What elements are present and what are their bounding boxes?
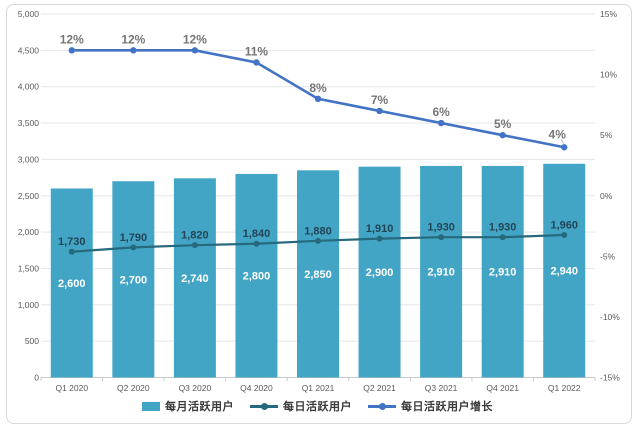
x-axis-label: Q4 2021	[486, 383, 519, 393]
left-axis-label: 3,000	[18, 154, 40, 164]
dau-label: 1,880	[304, 225, 332, 237]
growth-point	[376, 107, 383, 115]
legend-label-monthly: 每月活跃用户	[165, 401, 234, 413]
legend: 每月活跃用户 每日活跃用户 每日活跃用户增长	[0, 398, 635, 414]
bar-label: 2,600	[58, 278, 86, 290]
dau-label: 1,930	[427, 222, 455, 234]
dau-label: 1,930	[489, 222, 517, 234]
growth-label: 4%	[549, 127, 567, 141]
right-axis-label: -10%	[600, 312, 620, 322]
dau-label: 1,730	[58, 236, 86, 248]
left-axis-label: 4,000	[18, 82, 40, 92]
bar-label: 2,850	[304, 269, 332, 281]
dau-point	[499, 234, 506, 241]
growth-label: 5%	[494, 117, 512, 131]
growth-point	[499, 131, 506, 139]
x-axis-label: Q3 2020	[179, 383, 212, 393]
growth-label: 6%	[432, 105, 450, 119]
x-axis-label: Q1 2022	[548, 383, 581, 393]
x-axis-label: Q2 2020	[117, 383, 150, 393]
growth-point	[130, 47, 137, 54]
x-axis-label: Q3 2021	[425, 383, 458, 393]
legend-label-growth: 每日活跃用户增长	[401, 401, 493, 413]
growth-point	[68, 47, 75, 54]
bar	[481, 165, 524, 378]
growth-point	[253, 59, 260, 66]
legend-item-daily-active-users: 每日活跃用户	[250, 398, 352, 414]
left-axis-label: 3,500	[18, 118, 40, 128]
legend-label-daily: 每日活跃用户	[283, 401, 352, 413]
bar-label: 2,910	[427, 267, 455, 279]
legend-item-daily-growth: 每日活跃用户增长	[368, 398, 493, 414]
left-axis-label: 1,500	[18, 263, 40, 273]
dau-label: 1,840	[243, 228, 271, 240]
bar-label: 2,740	[181, 273, 209, 285]
growth-label: 12%	[60, 32, 84, 46]
dau-label: 1,820	[181, 230, 209, 242]
dark-line-swatch-icon	[250, 402, 278, 411]
bar-label: 2,800	[243, 271, 271, 283]
dau-point	[561, 232, 568, 239]
bar-label: 2,900	[366, 267, 394, 279]
bar	[358, 166, 401, 378]
dau-label: 1,790	[120, 232, 148, 244]
growth-label: 12%	[121, 32, 145, 46]
label-leader-line	[560, 139, 565, 145]
dau-point	[68, 248, 75, 255]
bar-label: 2,940	[550, 266, 578, 278]
right-axis-label: 0%	[600, 191, 613, 201]
bar	[543, 163, 586, 378]
x-axis-label: Q1 2021	[302, 383, 335, 393]
right-axis-label: 15%	[600, 9, 617, 19]
bar	[173, 178, 216, 378]
growth-label: 12%	[183, 32, 207, 46]
dau-label: 1,960	[550, 220, 578, 232]
x-axis-label: Q4 2020	[240, 383, 273, 393]
x-axis-label: Q1 2020	[55, 383, 88, 393]
dau-label: 1,910	[366, 223, 394, 235]
left-axis-label: 2,500	[18, 191, 40, 201]
bar	[297, 170, 339, 378]
x-axis-label: Q2 2021	[363, 383, 396, 393]
growth-label: 11%	[245, 44, 269, 58]
dau-point	[130, 244, 137, 251]
bar-label: 2,910	[489, 267, 517, 279]
bar	[420, 165, 463, 378]
right-axis-label: -5%	[600, 251, 616, 261]
left-axis-label: 500	[25, 336, 39, 346]
dau-point	[438, 234, 445, 241]
dau-point	[253, 240, 260, 247]
bar-series-swatch-icon	[142, 401, 160, 411]
left-axis-label: 0	[34, 373, 39, 383]
right-axis-label: -15%	[600, 373, 620, 383]
bar-label: 2,700	[120, 274, 148, 286]
growth-point	[191, 47, 199, 54]
legend-item-monthly-active-users: 每月活跃用户	[142, 398, 234, 414]
dau-point	[191, 242, 198, 249]
right-axis-label: 10%	[600, 70, 617, 80]
left-axis-label: 4,500	[18, 45, 40, 55]
left-axis-label: 2,000	[18, 227, 40, 237]
left-axis-label: 1,000	[18, 300, 40, 310]
bar	[50, 188, 93, 378]
dau-point	[376, 235, 383, 242]
growth-label: 8%	[309, 81, 327, 95]
right-axis-label: 5%	[600, 130, 613, 140]
bar	[112, 181, 155, 378]
left-axis-label: 5,000	[18, 9, 40, 19]
dau-point	[315, 237, 321, 244]
growth-point	[437, 119, 445, 127]
growth-point	[314, 95, 322, 103]
growth-point	[561, 144, 568, 151]
growth-label: 7%	[371, 93, 389, 107]
bar	[235, 173, 278, 378]
blue-line-swatch-icon	[368, 402, 396, 411]
